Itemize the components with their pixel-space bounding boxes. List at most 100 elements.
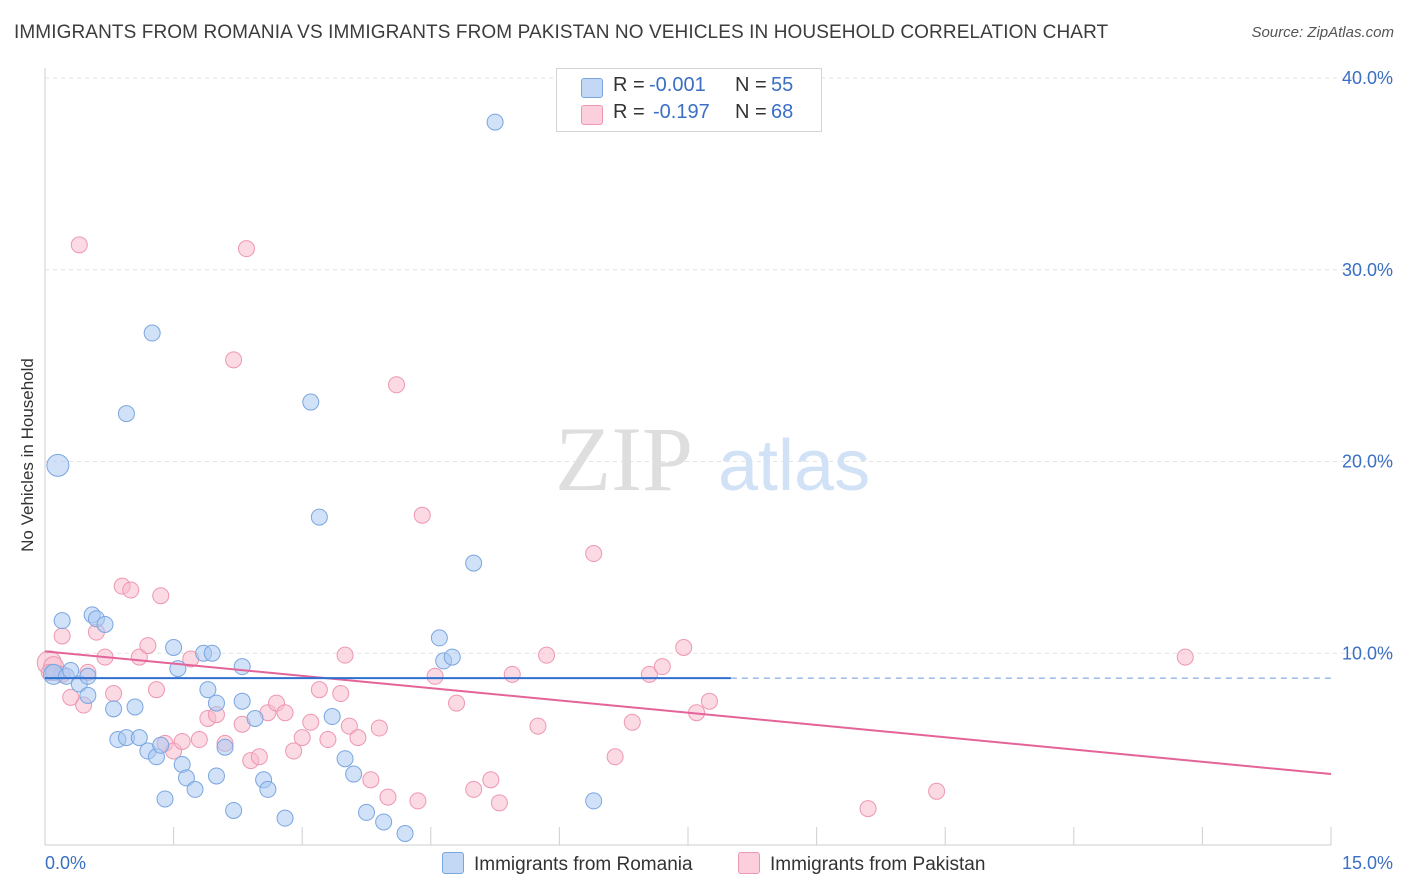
- legend-r-label: R =: [613, 74, 645, 96]
- pakistan-point: [675, 638, 693, 656]
- watermark-atlas: atlas: [718, 426, 870, 506]
- source-label: Source: ZipAtlas.com: [1251, 24, 1394, 41]
- romania-point: [177, 769, 195, 787]
- pakistan-point: [700, 692, 718, 710]
- romania-point: [105, 700, 123, 718]
- romania-point: [336, 750, 354, 768]
- pakistan-trend-line: [44, 650, 1332, 776]
- romania-point: [302, 393, 320, 411]
- pakistan-point: [293, 729, 311, 747]
- romania-points: [43, 113, 603, 842]
- y-tick-label: 10.0%: [1342, 643, 1393, 663]
- legend-n-label: N =: [735, 101, 767, 123]
- pakistan-point: [237, 240, 255, 258]
- legend-n-value-romania: 55: [771, 74, 794, 96]
- chart-title: IMMIGRANTS FROM ROMANIA VS IMMIGRANTS FR…: [14, 22, 1109, 43]
- pakistan-point: [538, 646, 556, 664]
- romania-point: [323, 708, 341, 726]
- pakistan-points: [36, 236, 1194, 818]
- pakistan-point: [349, 729, 367, 747]
- bottom-legend-romania-label: Immigrants from Romania: [474, 854, 693, 875]
- pakistan-point: [388, 376, 406, 394]
- romania-point: [276, 809, 294, 827]
- pakistan-point: [62, 688, 80, 706]
- pakistan-point: [448, 694, 466, 712]
- romania-point: [430, 629, 448, 647]
- pakistan-point: [276, 704, 294, 722]
- romania-point: [152, 736, 170, 754]
- romania-point: [216, 738, 234, 756]
- romania-point: [246, 709, 264, 727]
- romania-swatch: [581, 78, 603, 98]
- pakistan-point: [653, 658, 671, 676]
- trend-lines: [44, 650, 1332, 776]
- pakistan-point: [409, 792, 427, 810]
- pakistan-point: [362, 771, 380, 789]
- romania-point: [233, 692, 251, 710]
- romania-point: [207, 694, 225, 712]
- watermark-zip: ZIP: [555, 408, 693, 510]
- pakistan-swatch: [581, 105, 603, 125]
- pakistan-point: [332, 685, 350, 703]
- legend-n-value-pakistan: 68: [771, 101, 794, 123]
- romania-point: [396, 824, 414, 842]
- romania-point: [186, 780, 204, 798]
- pakistan-point: [482, 771, 500, 789]
- y-axis-label: No Vehicles in Household: [18, 358, 37, 552]
- romania-point: [345, 765, 363, 783]
- y-tick-label: 40.0%: [1342, 68, 1393, 88]
- pakistan-point: [370, 719, 388, 737]
- romania-point: [79, 686, 97, 704]
- pakistan-point: [379, 788, 397, 806]
- legend-n-label: N =: [735, 74, 767, 96]
- x-tick-label: 0.0%: [45, 853, 86, 873]
- romania-point: [310, 508, 328, 526]
- romania-point: [96, 615, 114, 633]
- romania-point: [126, 698, 144, 716]
- romania-point: [79, 667, 97, 685]
- pakistan-point: [147, 681, 165, 699]
- pakistan-point: [53, 627, 71, 645]
- pakistan-point: [152, 587, 170, 605]
- bottom-legend-pakistan-label: Immigrants from Pakistan: [770, 854, 986, 875]
- pakistan-point: [122, 581, 140, 599]
- pakistan-point: [413, 506, 431, 524]
- romania-point: [375, 813, 393, 831]
- pakistan-point: [302, 713, 320, 731]
- romania-point: [117, 405, 135, 423]
- romania-point: [165, 638, 183, 656]
- bottom-legend-romania: Immigrants from Romania: [442, 852, 693, 876]
- pakistan-point: [310, 681, 328, 699]
- axes: [44, 68, 1332, 846]
- romania-point: [259, 780, 277, 798]
- pakistan-point: [173, 732, 191, 750]
- pakistan-point: [928, 782, 946, 800]
- pakistan-point: [859, 800, 877, 818]
- pakistan-point: [285, 742, 303, 760]
- y-tick-label: 20.0%: [1342, 452, 1393, 472]
- pakistan-point: [250, 748, 268, 766]
- romania-point: [486, 113, 504, 131]
- romania-point: [156, 790, 174, 808]
- romania-point: [199, 681, 217, 699]
- pakistan-point: [336, 646, 354, 664]
- pakistan-point: [319, 731, 337, 749]
- pakistan-point: [606, 748, 624, 766]
- romania-point: [130, 729, 148, 747]
- romania-swatch: [442, 852, 464, 874]
- pakistan-point: [623, 713, 641, 731]
- pakistan-point: [70, 236, 88, 254]
- romania-point: [443, 648, 461, 666]
- romania-point: [143, 324, 161, 342]
- tick-labels: 10.0% 20.0% 30.0% 40.0% 0.0% 15.0%: [45, 68, 1393, 873]
- watermark: ZIP atlas: [555, 408, 870, 510]
- x-tick-label: 15.0%: [1342, 853, 1393, 873]
- pakistan-point: [139, 637, 157, 655]
- romania-point: [53, 612, 71, 630]
- pakistan-point: [190, 731, 208, 749]
- grid-lines: [45, 77, 1392, 654]
- pakistan-swatch: [738, 852, 760, 874]
- pakistan-point: [529, 717, 547, 735]
- pakistan-point: [465, 780, 483, 798]
